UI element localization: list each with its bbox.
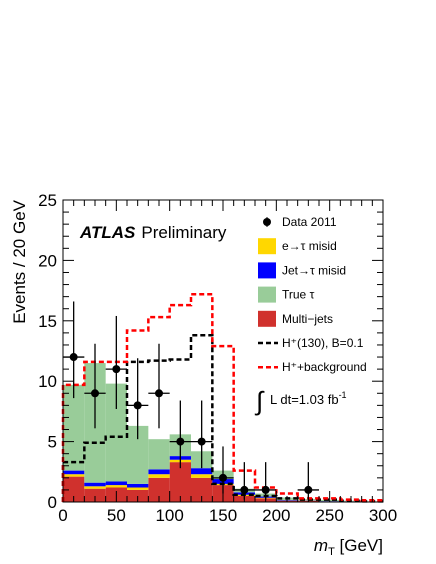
legend-swatch	[258, 310, 276, 327]
data-point-1	[69, 353, 78, 362]
x-axis-title: mT [GeV]	[314, 536, 383, 558]
axes-layer: 0 50 100 150 200 250 300 0 5 10 15 20 25	[38, 191, 397, 525]
x-axis-title-sub: T	[328, 546, 335, 558]
stack-bar-2-bin-4	[127, 487, 149, 490]
stack-bar-4-bin-3	[105, 383, 127, 482]
stack-bar-2-bin-5	[148, 474, 170, 478]
luminosity-text: L dt=1.03 fb-1	[270, 390, 347, 407]
data-point-10	[261, 485, 270, 494]
legend-label: True τ	[282, 288, 315, 302]
data-point-9	[240, 485, 249, 494]
stack-bar-2-bin-2	[84, 486, 106, 489]
legend-swatch	[258, 238, 276, 255]
legend-entry-6: H⁺(130), B=0.1	[258, 336, 364, 350]
integral-sign: ∫	[254, 386, 265, 416]
luminosity-exponent: -1	[339, 390, 347, 400]
stack-bar-4-bin-5	[148, 439, 170, 470]
stack-bar-3-bin-5	[148, 469, 170, 475]
legend-label: H⁺(130), B=0.1	[282, 336, 364, 350]
stack-bar-1-bin-1	[63, 476, 85, 502]
y-tick-label-0: 0	[48, 493, 57, 512]
legend-label: H⁺+background	[282, 360, 367, 374]
x-tick-label-0: 0	[58, 506, 67, 525]
status-label: Preliminary	[141, 223, 227, 242]
legend-entry-7: H⁺+background	[258, 360, 367, 374]
legend-entry-1: Data 2011	[263, 215, 337, 229]
luminosity-label: ∫ L dt=1.03 fb-1	[254, 386, 347, 416]
data-layer	[63, 301, 319, 500]
x-tick-label-100: 100	[155, 506, 183, 525]
y-tick-label-15: 15	[38, 312, 57, 331]
y-tick-label-5: 5	[48, 433, 57, 452]
stack-bar-1-bin-4	[127, 489, 149, 502]
data-point-5	[155, 389, 163, 398]
legend-entry-4: True τ	[258, 286, 315, 303]
data-point-8	[219, 473, 227, 482]
stack-bar-1-bin-2	[84, 488, 106, 502]
data-point-3	[112, 365, 121, 374]
y-tick-label-25: 25	[38, 191, 57, 210]
x-tick-label-50: 50	[107, 506, 126, 525]
legend-label: Data 2011	[282, 215, 337, 229]
x-axis-title-unit: [GeV]	[335, 536, 383, 555]
y-tick-label-20: 20	[38, 251, 57, 270]
data-point-2	[91, 389, 99, 398]
experiment-name: ATLAS	[79, 223, 136, 242]
legend-entry-3: Jet→τ misid	[258, 262, 346, 279]
lines-layer	[61, 292, 383, 503]
legend-label: Multi−jets	[282, 312, 333, 326]
stack-bar-3-bin-4	[127, 483, 149, 488]
stack-bar-2-bin-1	[63, 474, 85, 477]
data-point-11	[304, 485, 313, 494]
legend-entry-5: Multi−jets	[258, 310, 333, 327]
data-point-4	[133, 401, 142, 410]
stack-bar-3-bin-2	[84, 482, 106, 487]
stack-bar-4-bin-4	[127, 425, 149, 484]
x-tick-label-300: 300	[369, 506, 397, 525]
signal-plus-background-line	[61, 292, 383, 502]
x-tick-label-250: 250	[315, 506, 343, 525]
stack-bar-1-bin-7	[191, 477, 213, 502]
legend-label: e→τ misid	[282, 239, 337, 253]
stack-bar-1-bin-6	[169, 462, 191, 502]
x-tick-label-150: 150	[209, 506, 237, 525]
stack-bar-3-bin-7	[191, 468, 213, 475]
legend-swatch	[258, 262, 276, 279]
legend-label: Jet→τ misid	[282, 263, 346, 277]
x-tick-label-200: 200	[262, 506, 290, 525]
stack-bar-3-bin-1	[63, 470, 85, 475]
x-axis-title-main: m	[314, 536, 328, 555]
data-point-6	[176, 437, 185, 446]
legend: Data 2011 e→τ misid Jet→τ misid True τ Multi…	[258, 215, 367, 374]
legend-entry-2: e→τ misid	[258, 238, 337, 255]
y-axis-title: Events / 20 GeV	[10, 199, 29, 323]
stack-bar-3-bin-3	[105, 481, 127, 486]
atlas-label: ATLAS Preliminary	[79, 223, 227, 242]
y-tick-label-10: 10	[38, 372, 57, 391]
stack-bar-1-bin-5	[148, 477, 170, 502]
data-point-7	[197, 437, 206, 446]
signal-line	[61, 334, 383, 503]
stack-bar-4-bin-1	[63, 384, 85, 471]
stack-bar-2-bin-3	[105, 485, 127, 488]
legend-swatch	[258, 286, 276, 303]
luminosity-value: L dt=1.03 fb	[270, 392, 339, 407]
legend-point-marker	[263, 218, 271, 226]
stack-bar-2-bin-7	[191, 474, 213, 478]
